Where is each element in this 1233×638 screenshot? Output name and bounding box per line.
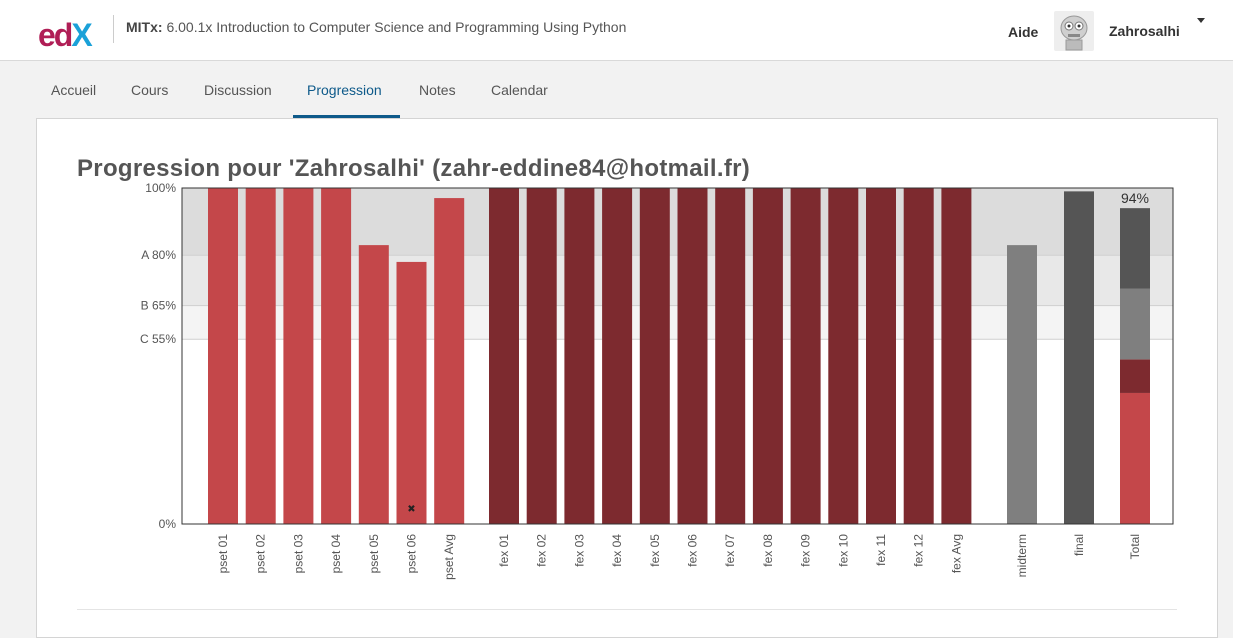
- bar-pset-02: [245, 188, 276, 524]
- tab-accueil[interactable]: Accueil: [51, 82, 97, 98]
- plot-border: [181, 187, 1174, 525]
- course-org: MITx:: [126, 19, 163, 35]
- header-divider: [113, 15, 114, 43]
- robot-avatar-icon: [1060, 15, 1088, 51]
- grade-cutoff-label: C 55%: [140, 332, 176, 346]
- avatar[interactable]: [1054, 11, 1094, 51]
- x-tick-label: fex 04: [610, 534, 624, 567]
- bar-fex-11: [866, 188, 896, 524]
- bar-fex-02: [526, 188, 557, 524]
- bar-fex-06: [677, 188, 708, 524]
- bar-pset-05: [358, 245, 389, 524]
- x-tick-label: pset 06: [405, 534, 419, 574]
- x-tick-label: Total: [1128, 534, 1142, 559]
- edx-logo-text: edX: [38, 17, 93, 50]
- bar-fex-01: [489, 188, 519, 524]
- edx-logo[interactable]: edX: [38, 16, 98, 50]
- total-segment-fex: [1120, 359, 1150, 393]
- chevron-down-icon[interactable]: [1197, 18, 1205, 23]
- tab-discussion[interactable]: Discussion: [204, 82, 272, 98]
- total-segment-final: [1120, 208, 1150, 289]
- course-name: 6.00.1x Introduction to Computer Science…: [166, 19, 627, 35]
- x-tick-label: pset 02: [254, 534, 268, 574]
- bar-pset-06: [396, 261, 427, 524]
- dropped-score-icon: ✖: [407, 504, 415, 515]
- x-tick-label: fex 11: [874, 534, 888, 566]
- x-tick-label: final: [1072, 534, 1086, 556]
- course-tabs: Accueil Cours Discussion Progression Not…: [0, 61, 1233, 118]
- grade-cutoff-label: A 80%: [141, 248, 176, 262]
- total-segment-midterm: [1120, 288, 1150, 360]
- total-segment-pset: [1120, 392, 1150, 524]
- site-header: edX MITx: 6.00.1x Introduction to Comput…: [0, 0, 1233, 61]
- x-tick-label: pset Avg: [442, 534, 456, 580]
- bar-fex-05: [639, 188, 670, 524]
- progress-panel: Progression pour 'Zahrosalhi' (zahr-eddi…: [36, 118, 1218, 638]
- page-title: Progression pour 'Zahrosalhi' (zahr-eddi…: [77, 155, 751, 182]
- x-tick-label: pset 05: [367, 534, 381, 574]
- x-tick-label: fex 07: [723, 534, 737, 567]
- bar-pset-avg: [434, 198, 465, 524]
- help-link[interactable]: Aide: [1008, 24, 1039, 40]
- bar-pset-04: [321, 188, 352, 524]
- x-tick-label: fex 08: [761, 534, 775, 567]
- x-tick-label: pset 01: [216, 534, 230, 574]
- bar-fex-09: [790, 188, 821, 524]
- grade-chart: pset 01 pset 02 pset 03 pset 04 pset 05 pset …: [140, 181, 1174, 580]
- bar-fex-03: [564, 188, 595, 524]
- x-tick-label: pset 03: [291, 534, 305, 574]
- bar-fex-12: [903, 188, 934, 524]
- bar-fex-08: [752, 188, 783, 524]
- x-tick-label: fex Avg: [949, 534, 963, 573]
- course-title: MITx: 6.00.1x Introduction to Computer S…: [126, 19, 626, 35]
- total-value-label: 94%: [1121, 190, 1149, 206]
- bar-fex-07: [715, 188, 746, 524]
- bar-midterm: [1007, 245, 1037, 524]
- username[interactable]: Zahrosalhi: [1109, 23, 1180, 39]
- bar-pset-01: [208, 188, 238, 524]
- x-tick-label: fex 03: [572, 534, 586, 567]
- x-tick-label: midterm: [1015, 534, 1029, 577]
- bar-fex-10: [828, 188, 859, 524]
- x-tick-label: fex 10: [836, 534, 850, 567]
- x-tick-label: fex 09: [799, 534, 813, 567]
- y-tick-label: 0%: [159, 517, 177, 531]
- panel-divider: [77, 609, 1177, 610]
- tab-notes[interactable]: Notes: [419, 82, 456, 98]
- tab-calendar[interactable]: Calendar: [491, 82, 548, 98]
- tab-cours[interactable]: Cours: [131, 82, 169, 98]
- active-tab-indicator: [293, 115, 400, 118]
- x-tick-label: fex 02: [535, 534, 549, 567]
- bar-fex-04: [602, 188, 633, 524]
- x-tick-label: pset 04: [329, 534, 343, 574]
- x-tick-label: fex 05: [648, 534, 662, 567]
- tab-progression[interactable]: Progression: [307, 82, 382, 98]
- x-tick-label: fex 01: [497, 534, 511, 567]
- x-tick-label: fex 12: [912, 534, 926, 567]
- x-tick-label: fex 06: [686, 534, 700, 567]
- y-tick-label: 100%: [145, 181, 176, 195]
- bar-pset-03: [283, 188, 314, 524]
- bar-final: [1064, 191, 1094, 525]
- bar-fex-avg: [941, 188, 972, 524]
- grade-cutoff-label: B 65%: [141, 299, 177, 313]
